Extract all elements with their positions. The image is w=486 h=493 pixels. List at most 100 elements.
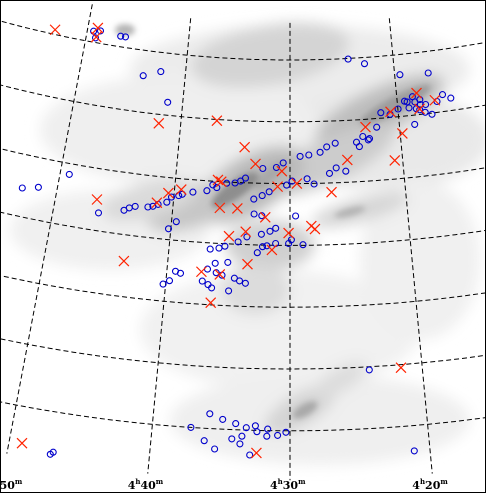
- source-circle: [243, 233, 251, 241]
- source-circle: [228, 435, 236, 443]
- source-cross: [16, 437, 28, 449]
- source-circle: [172, 218, 180, 226]
- source-circle: [165, 277, 174, 285]
- source-circle: [296, 152, 304, 160]
- source-circle: [360, 60, 369, 68]
- source-circle: [264, 425, 272, 433]
- source-circle: [299, 241, 307, 249]
- source-circle: [144, 203, 152, 211]
- source-circle: [331, 139, 339, 147]
- source-circle: [200, 437, 208, 445]
- dec-gridline-30: [0, 20, 486, 61]
- source-circle: [223, 179, 231, 187]
- source-circle: [211, 259, 219, 267]
- source-cross: [215, 176, 227, 188]
- source-cross: [385, 106, 396, 118]
- source-circle: [215, 244, 223, 252]
- source-circle: [257, 230, 265, 238]
- source-cross: [240, 226, 252, 238]
- source-cross: [214, 268, 226, 280]
- source-circle: [332, 164, 340, 172]
- source-circle: [428, 110, 436, 118]
- source-cross: [272, 181, 284, 193]
- source-circle: [91, 34, 100, 42]
- source-circle: [34, 183, 42, 191]
- source-circle: [323, 143, 331, 151]
- source-circle: [235, 277, 244, 285]
- source-cross: [162, 187, 174, 199]
- source-circle: [344, 55, 352, 63]
- source-circle: [274, 431, 282, 439]
- source-circle: [219, 415, 227, 423]
- source-circle: [238, 432, 246, 440]
- source-circle: [396, 71, 404, 79]
- sources-crosses: [16, 22, 441, 459]
- source-cross: [360, 121, 371, 133]
- source-cross: [90, 31, 102, 43]
- source-cross: [266, 244, 278, 256]
- source-circle: [342, 167, 350, 175]
- source-circle: [236, 440, 244, 448]
- dec-gridline-22: [0, 274, 486, 308]
- source-circle: [325, 169, 334, 177]
- source-circle: [250, 195, 258, 203]
- source-circle: [224, 258, 232, 266]
- source-cross: [231, 203, 243, 214]
- source-cross: [91, 194, 103, 205]
- source-circle: [204, 281, 212, 289]
- source-cross: [250, 158, 261, 170]
- source-circle: [410, 447, 418, 455]
- source-circle: [65, 170, 73, 178]
- source-circle: [258, 212, 266, 220]
- source-circle: [149, 202, 157, 210]
- source-cross: [276, 165, 288, 177]
- source-cross: [211, 115, 223, 127]
- source-circle: [265, 188, 273, 196]
- source-cross: [205, 297, 217, 309]
- source-circle: [305, 151, 313, 159]
- source-circle: [96, 27, 105, 35]
- source-cross: [326, 186, 337, 198]
- source-cross: [291, 178, 303, 190]
- source-circle: [251, 422, 259, 430]
- source-circle: [359, 132, 367, 141]
- source-circle: [272, 163, 280, 172]
- source-circle: [411, 120, 419, 128]
- source-circle: [416, 106, 424, 114]
- source-circle: [303, 175, 311, 183]
- source-cross: [223, 230, 235, 242]
- source-circle: [373, 123, 381, 131]
- source-circle: [246, 451, 254, 459]
- ra-gridline-440: [147, 18, 192, 474]
- source-cross: [259, 211, 271, 223]
- source-circle: [187, 423, 195, 431]
- source-circle: [167, 193, 176, 201]
- source-circle: [316, 148, 324, 156]
- source-circle: [203, 187, 211, 195]
- source-cross: [239, 141, 251, 153]
- source-cross: [151, 197, 163, 209]
- source-circle: [206, 245, 214, 253]
- dec-gridline-26: [0, 148, 486, 185]
- source-circle: [310, 180, 318, 188]
- source-circle: [447, 94, 455, 102]
- source-cross: [212, 174, 224, 186]
- source-cross: [429, 94, 441, 106]
- source-circle: [263, 432, 271, 440]
- source-cross: [395, 362, 407, 374]
- source-cross: [283, 227, 294, 239]
- source-circle: [424, 69, 432, 77]
- source-circle: [266, 227, 274, 235]
- source-circle: [213, 184, 221, 192]
- source-circle: [164, 225, 173, 233]
- source-circle: [438, 91, 447, 99]
- source-cross: [396, 127, 408, 139]
- source-cross: [49, 24, 61, 36]
- source-cross: [153, 117, 165, 129]
- source-circle: [292, 212, 300, 220]
- source-circle: [282, 428, 290, 436]
- source-circle: [364, 136, 372, 144]
- source-circle: [287, 236, 295, 244]
